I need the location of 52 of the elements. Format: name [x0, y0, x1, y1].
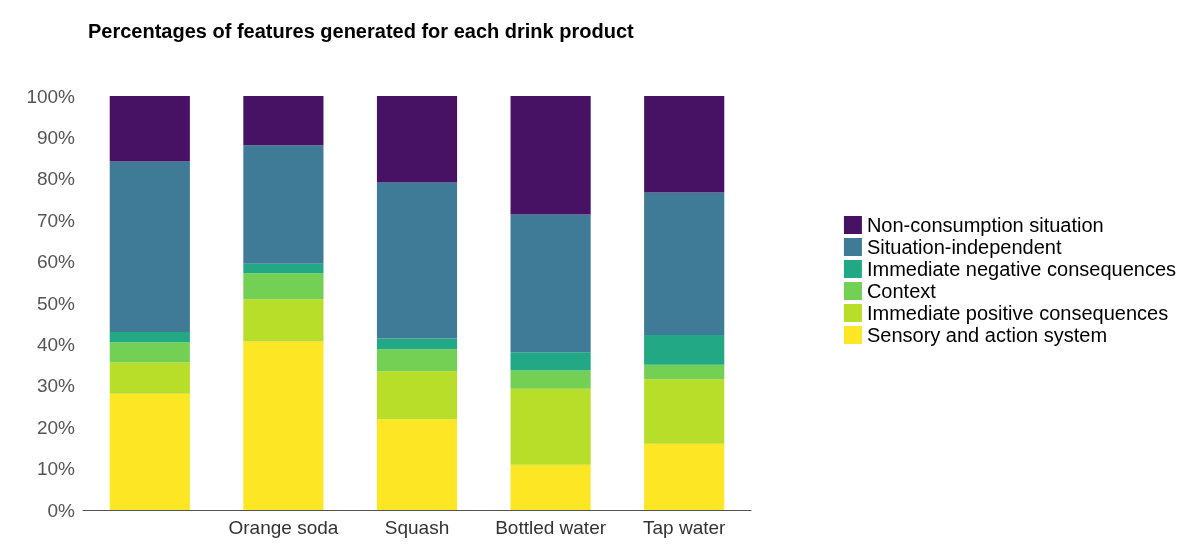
- y-tick-label: 80%: [36, 168, 76, 190]
- x-tick-label: Bottled water: [495, 517, 607, 538]
- bar: [109, 393, 190, 510]
- bar: [510, 370, 591, 389]
- bar: [109, 161, 190, 332]
- bar: [644, 364, 725, 380]
- x-tick-label: Tap water: [643, 517, 727, 538]
- bar: [510, 352, 591, 371]
- bar: [376, 182, 458, 339]
- y-tick-label: 30%: [36, 375, 76, 397]
- bar: [644, 379, 725, 444]
- bar: [510, 388, 591, 465]
- legend-label: Situation-independent: [866, 236, 1062, 258]
- y-tick-label: 100%: [26, 85, 76, 107]
- bar: [243, 299, 324, 342]
- y-tick-label: 70%: [36, 209, 76, 231]
- bar: [243, 96, 324, 146]
- y-tick-label: 50%: [36, 292, 76, 314]
- y-tick-label: 90%: [36, 126, 76, 148]
- x-tick-label: Orange soda: [228, 517, 339, 538]
- bar: [376, 349, 458, 372]
- bar: [376, 419, 458, 510]
- y-tick-label: 60%: [36, 251, 76, 273]
- bar: [109, 96, 190, 162]
- bar: [644, 96, 725, 193]
- bar: [109, 342, 190, 363]
- bar: [510, 214, 591, 353]
- y-tick-label: 10%: [36, 458, 76, 480]
- legend-label: Immediate positive consequences: [866, 302, 1169, 324]
- bar: [510, 96, 591, 215]
- legend-label: Immediate negative consequences: [866, 258, 1177, 280]
- x-tick-label: Squash: [384, 517, 450, 538]
- legend-label: Context: [866, 280, 937, 302]
- chart-title: Percentages of features generated for each drink product: [88, 20, 635, 42]
- bar: [243, 263, 324, 274]
- legend-label: Sensory and action system: [866, 324, 1108, 346]
- bar: [644, 443, 725, 510]
- y-tick-label: 20%: [36, 416, 76, 438]
- legend-label: Non-consumption situation: [866, 214, 1104, 236]
- bar: [376, 338, 458, 350]
- bar: [510, 464, 591, 510]
- bar: [243, 341, 324, 510]
- y-tick-label: 40%: [36, 333, 76, 355]
- y-tick-label: 0%: [47, 499, 76, 521]
- bar: [644, 192, 725, 335]
- bar: [376, 371, 458, 420]
- bar: [109, 362, 190, 394]
- bar: [243, 145, 324, 264]
- bar: [376, 96, 458, 183]
- bar: [243, 273, 324, 300]
- bar: [109, 331, 190, 343]
- bar: [644, 334, 725, 365]
